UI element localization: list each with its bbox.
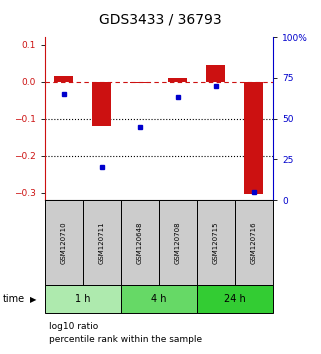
Text: percentile rank within the sample: percentile rank within the sample — [49, 335, 202, 344]
Bar — [92, 81, 111, 126]
Text: 4 h: 4 h — [151, 294, 167, 304]
FancyBboxPatch shape — [45, 200, 83, 285]
Text: log10 ratio: log10 ratio — [49, 322, 98, 331]
FancyBboxPatch shape — [45, 285, 121, 313]
Text: GSM120648: GSM120648 — [137, 221, 143, 264]
FancyBboxPatch shape — [83, 200, 121, 285]
FancyBboxPatch shape — [121, 285, 197, 313]
Bar — [55, 76, 74, 81]
FancyBboxPatch shape — [121, 200, 159, 285]
FancyBboxPatch shape — [159, 200, 197, 285]
Text: GSM120710: GSM120710 — [61, 221, 67, 264]
FancyBboxPatch shape — [197, 285, 273, 313]
Bar — [169, 78, 187, 81]
Text: 1 h: 1 h — [75, 294, 91, 304]
Text: GSM120716: GSM120716 — [251, 221, 257, 264]
Text: GSM120708: GSM120708 — [175, 221, 181, 264]
Text: 24 h: 24 h — [224, 294, 246, 304]
Bar — [130, 81, 149, 84]
FancyBboxPatch shape — [235, 200, 273, 285]
Text: GSM120715: GSM120715 — [213, 221, 219, 264]
Bar — [244, 81, 263, 194]
Bar — [206, 65, 225, 81]
Text: time: time — [3, 294, 25, 304]
Text: GSM120711: GSM120711 — [99, 221, 105, 264]
Text: ▶: ▶ — [30, 295, 37, 304]
FancyBboxPatch shape — [197, 200, 235, 285]
Text: GDS3433 / 36793: GDS3433 / 36793 — [99, 12, 222, 27]
